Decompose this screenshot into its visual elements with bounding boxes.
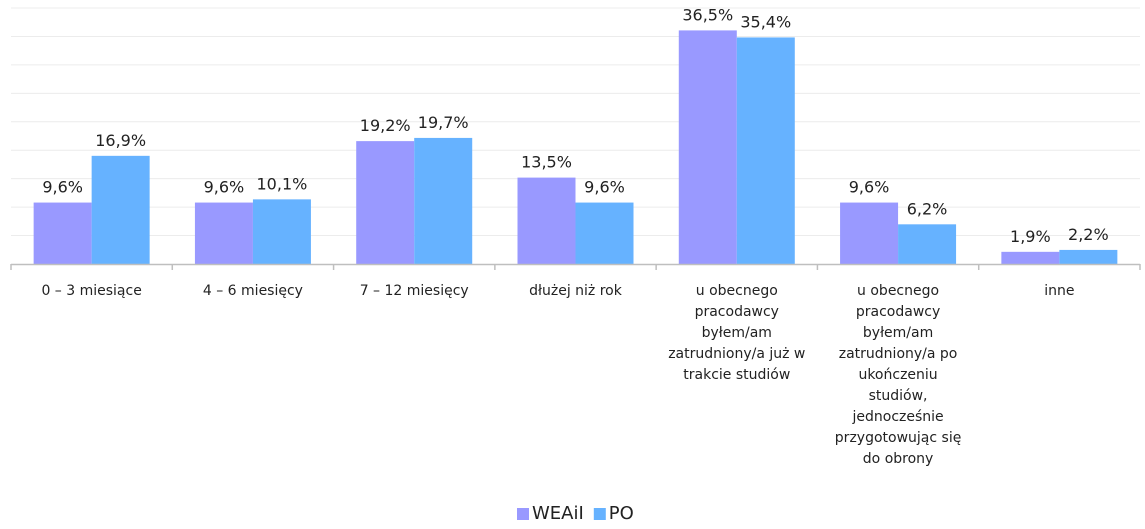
value-label: 16,9% <box>95 131 146 150</box>
category-label: u obecnego pracodawcy byłem/am zatrudniony/… <box>835 283 962 467</box>
bar-PO-6 <box>1059 249 1118 264</box>
bar-WEAiI-2 <box>356 141 415 264</box>
category-label: 7 – 12 miesięcy <box>360 283 469 299</box>
value-label: 9,6% <box>42 178 83 197</box>
value-label: 35,4% <box>740 12 791 31</box>
category-label: dłużej niż rok <box>529 283 623 299</box>
value-label: 1,9% <box>1010 227 1051 246</box>
value-label: 2,2% <box>1068 225 1109 244</box>
category-label: inne <box>1044 283 1074 299</box>
category-label: 0 – 3 miesiące <box>41 283 141 299</box>
value-label: 19,2% <box>360 116 411 135</box>
x-axis <box>10 263 1141 270</box>
bar-PO-2 <box>414 137 473 264</box>
value-label: 13,5% <box>521 153 572 172</box>
bar-WEAiI-0 <box>33 202 92 264</box>
legend: WEAiI PO <box>517 503 634 524</box>
category-label: 4 – 6 miesięcy <box>203 283 303 299</box>
bar-PO-3 <box>575 202 634 264</box>
bar-WEAiI-5 <box>840 202 899 264</box>
bars <box>33 30 1118 265</box>
bar-PO-5 <box>898 224 957 264</box>
legend-label-PO: PO <box>609 503 634 524</box>
legend-label-WEAiI: WEAiI <box>532 503 584 524</box>
value-label: 9,6% <box>584 178 625 197</box>
legend-swatch-WEAiI <box>517 508 529 520</box>
bar-PO-0 <box>91 155 150 264</box>
category-label: u obecnego pracodawcy byłem/am zatrudniony/… <box>668 283 805 383</box>
value-label: 6,2% <box>907 199 948 218</box>
category-labels: 0 – 3 miesiące 4 – 6 miesięcy 7 – 12 miesi… <box>41 283 1074 467</box>
value-labels: 9,6% 16,9% 9,6% 10,1% 19,2% 19,7% 13,5% 9,6% 36,… <box>42 5 1108 245</box>
bar-WEAiI-4 <box>678 30 737 265</box>
bar-WEAiI-1 <box>194 202 253 264</box>
bar-WEAiI-6 <box>1001 251 1060 264</box>
bar-PO-1 <box>252 199 311 264</box>
bar-WEAiI-3 <box>517 177 576 264</box>
value-label: 36,5% <box>682 5 733 24</box>
legend-swatch-PO <box>593 508 606 520</box>
value-label: 9,6% <box>849 178 890 197</box>
value-label: 19,7% <box>418 113 469 132</box>
value-label: 9,6% <box>204 178 245 197</box>
bar-PO-4 <box>736 37 795 264</box>
value-label: 10,1% <box>257 174 308 193</box>
